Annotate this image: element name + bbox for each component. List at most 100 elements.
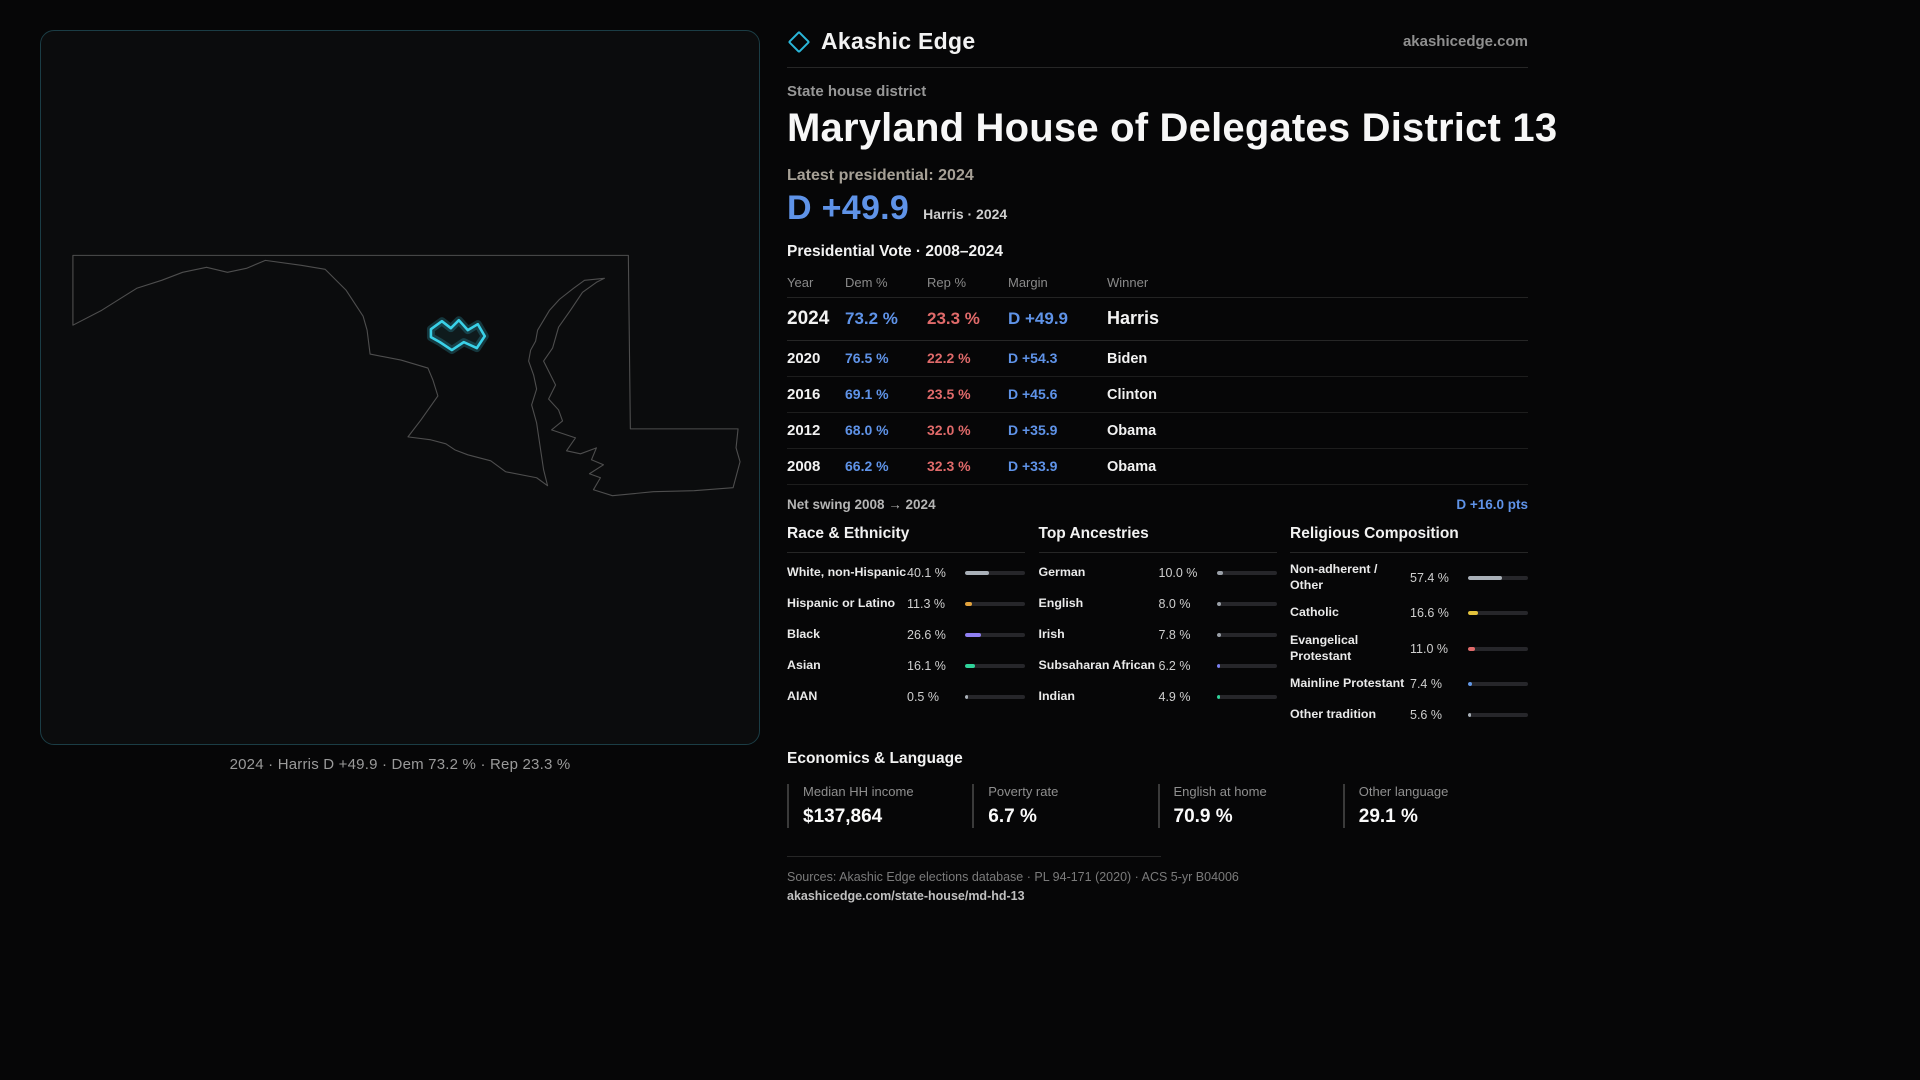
year-cell: 2024 [787,308,830,329]
demo-bar [1468,713,1528,717]
brand-name: Akashic Edge [821,28,976,54]
demo-row: Hispanic or Latino 11.3 % [787,593,1025,615]
demo-label: White, non-Hispanic [787,565,907,580]
margin-cell: D +35.9 [1008,422,1058,438]
demo-row: German 10.0 % [1039,562,1277,584]
demo-bar [1216,664,1277,668]
report-panel: Akashic Edge akashicedge.com State house… [787,28,1557,903]
demo-value: 40.1 % [907,566,946,580]
col-dem: Dem % [845,275,888,290]
latest-presidential-label: Latest presidential: 2024 [787,167,974,184]
demo-label: Catholic [1290,605,1339,620]
headline-margin-note: Harris · 2024 [923,206,1008,222]
dem-cell: 73.2 % [845,309,898,328]
demo-bar [1216,633,1277,637]
year-cell: 2008 [787,458,821,475]
demo-row: Mainline Protestant 7.4 % [1290,673,1528,695]
map-caption: 2024 · Harris D +49.9 · Dem 73.2 % · Rep… [229,756,571,773]
table-row: 2012 68.0 % 32.0 % D +35.9 Obama [787,413,1528,449]
demo-label: Asian [787,658,821,673]
demo-value: 7.8 % [1158,628,1191,642]
demo-label: Black [787,627,821,642]
district-map-panel [40,30,760,745]
site-link[interactable]: akashicedge.com [1402,33,1528,50]
demo-value: 16.1 % [907,659,946,673]
vote-table-title: Presidential Vote · 2008–2024 [787,243,1003,260]
economics-title: Economics & Language [787,750,963,767]
table-row: 2020 76.5 % 22.2 % D +54.3 Biden [787,341,1528,377]
demo-value: 16.6 % [1410,606,1449,620]
demo-row: Black 26.6 % [787,624,1025,646]
demo-row: Other tradition 5.6 % [1290,704,1528,726]
demo-value: 26.6 % [907,628,946,642]
demo-value: 8.0 % [1158,597,1191,611]
margin-cell: D +33.9 [1008,458,1058,474]
demo-bar [1468,575,1528,580]
demo-label: Non-adherent / Other [1290,562,1378,592]
permalink[interactable]: akashicedge.com/state-house/md-hd-13 [787,889,1025,903]
rep-cell: 32.3 % [927,458,971,474]
stat-label: Median HH income [803,784,914,799]
col-rep: Rep % [927,275,967,290]
presidential-vote-table: Year Dem % Rep % Margin Winner 2024 73.2… [787,267,1528,485]
demo-bar [1468,682,1528,686]
header-divider [787,67,1528,68]
demo-bar [965,602,1025,606]
margin-cell: D +49.9 [1008,309,1069,328]
demo-label: Mainline Protestant [1290,676,1405,691]
rep-cell: 23.5 % [927,386,971,402]
col-year: Year [787,275,814,290]
demo-bar [1216,602,1277,606]
stat-median-income: Median HH income $137,864 [787,784,972,828]
rep-cell: 23.3 % [927,309,980,328]
stat-value: 70.9 % [1173,806,1233,827]
religious-composition-title: Religious Composition [1290,525,1528,553]
headline-margin-row: D +49.9 Harris · 2024 [787,189,1528,228]
demo-value: 10.0 % [1158,566,1198,580]
year-cell: 2016 [787,386,821,403]
net-swing-row: Net swing 2008 → 2024 D +16.0 pts [787,497,1528,512]
table-row: 2024 73.2 % 23.3 % D +49.9 Harris [787,298,1528,341]
maryland-map [72,254,741,497]
demo-label: English [1038,596,1084,611]
demo-label: German [1038,565,1086,580]
race-ethnicity-title: Race & Ethnicity [787,525,1025,553]
demo-value: 4.9 % [1158,690,1191,704]
dem-cell: 66.2 % [845,458,889,474]
demo-row: Irish 7.8 % [1039,624,1277,646]
demo-value: 57.4 % [1410,570,1449,585]
top-ancestries-column: Top Ancestries German 10.0 % English 8.0… [1038,525,1277,726]
demo-value: 7.4 % [1410,677,1442,691]
winner-cell: Clinton [1107,387,1157,403]
demo-value: 11.0 % [1410,641,1448,656]
stat-english-at-home: English at home 70.9 % [1157,784,1343,828]
demo-bar [1468,646,1528,651]
stat-value: 6.7 % [988,806,1037,827]
demo-bar [965,695,1025,699]
demographics-section: Race & Ethnicity White, non-Hispanic 40.… [787,525,1528,726]
rep-cell: 22.2 % [927,350,971,366]
demo-row: White, non-Hispanic 40.1 % [787,562,1025,584]
demo-label: AIAN [787,689,818,704]
year-cell: 2020 [787,350,821,367]
table-row: 2016 69.1 % 23.5 % D +45.6 Clinton [787,377,1528,413]
demo-bar [965,571,1025,575]
economics-stats: Median HH income $137,864 Poverty rate 6… [787,784,1528,828]
demo-row: Indian 4.9 % [1039,686,1277,708]
winner-cell: Obama [1107,459,1157,475]
net-swing-label: Net swing 2008 → 2024 [787,497,936,512]
demo-label: Evangelical Protestant [1290,633,1359,663]
footer-divider [787,856,1161,857]
religious-composition-column: Religious Composition Non-adherent / Oth… [1290,525,1528,726]
demo-row: Catholic 16.6 % [1290,602,1528,624]
winner-cell: Harris [1107,308,1160,328]
demo-value: 5.6 % [1410,708,1442,722]
state-outline-path [72,254,741,497]
table-header-row: Year Dem % Rep % Margin Winner [787,267,1528,298]
demo-label: Other tradition [1290,707,1377,722]
margin-cell: D +54.3 [1008,350,1058,366]
winner-cell: Biden [1107,351,1148,367]
stat-poverty-rate: Poverty rate 6.7 % [972,784,1157,828]
demo-bar [965,664,1025,668]
district-type-label: State house district [787,83,927,100]
